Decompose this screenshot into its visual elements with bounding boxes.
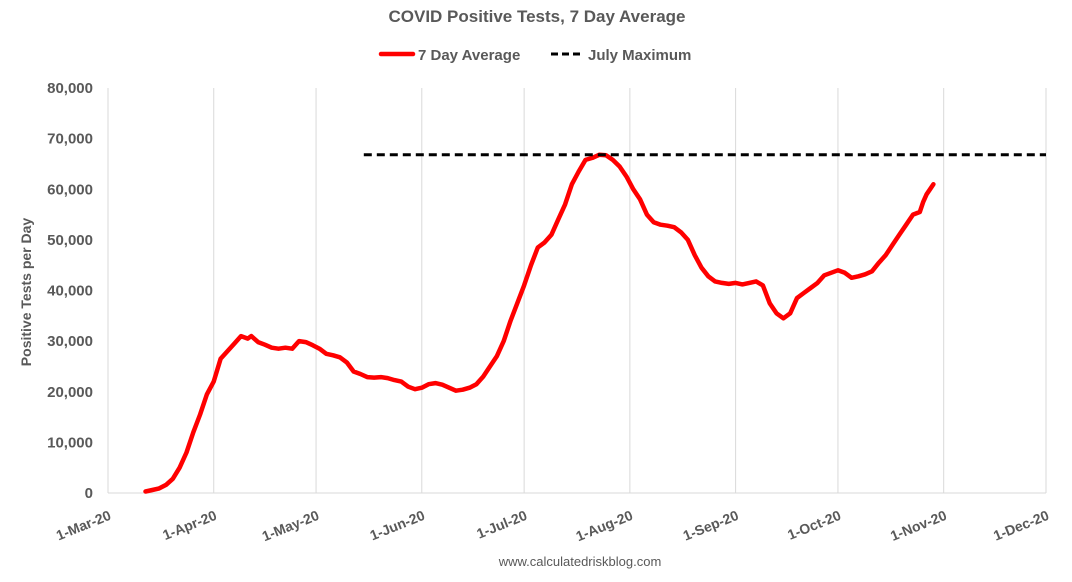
y-axis-label: Positive Tests per Day [18,218,34,367]
y-tick-label: 10,000 [47,434,93,451]
x-tick-label: 1-Apr-20 [160,507,219,543]
x-tick-label: 1-Dec-20 [991,507,1051,544]
x-axis-ticks: 1-Mar-20 1-Apr-20 1-May-20 1-Jun-20 1-Jul-20… [54,507,1052,544]
gridlines [107,88,1047,493]
y-tick-label: 40,000 [47,283,93,300]
x-tick-label: 1-Jul-20 [474,507,529,542]
y-tick-label: 50,000 [47,232,93,249]
y-tick-label: 60,000 [47,181,93,198]
series-line-7-day-average [143,152,936,494]
x-tick-label: 1-May-20 [260,507,322,544]
x-tick-label: 1-Mar-20 [54,507,114,543]
y-tick-label: 30,000 [47,333,93,350]
y-tick-label: 0 [85,485,93,502]
x-tick-label: 1-Oct-20 [785,507,843,543]
x-tick-label: 1-Sep-20 [681,507,741,544]
legend-label: 7 Day Average [418,47,520,64]
series-layer [143,152,1046,494]
x-tick-label: 1-Nov-20 [888,507,949,544]
x-tick-label: 1-Aug-20 [573,507,635,544]
y-tick-label: 80,000 [47,80,93,97]
y-tick-label: 20,000 [47,384,93,401]
x-tick-label: 1-Jun-20 [368,507,428,543]
y-axis-ticks: 0 10,000 20,000 30,000 40,000 50,000 60,000 70,… [47,80,93,502]
legend: 7 Day Average July Maximum [378,47,691,64]
chart-title: COVID Positive Tests, 7 Day Average [389,7,686,26]
legend-label: July Maximum [588,47,691,64]
source-credit: www.calculatedriskblog.com [498,554,662,569]
y-tick-label: 70,000 [47,131,93,148]
